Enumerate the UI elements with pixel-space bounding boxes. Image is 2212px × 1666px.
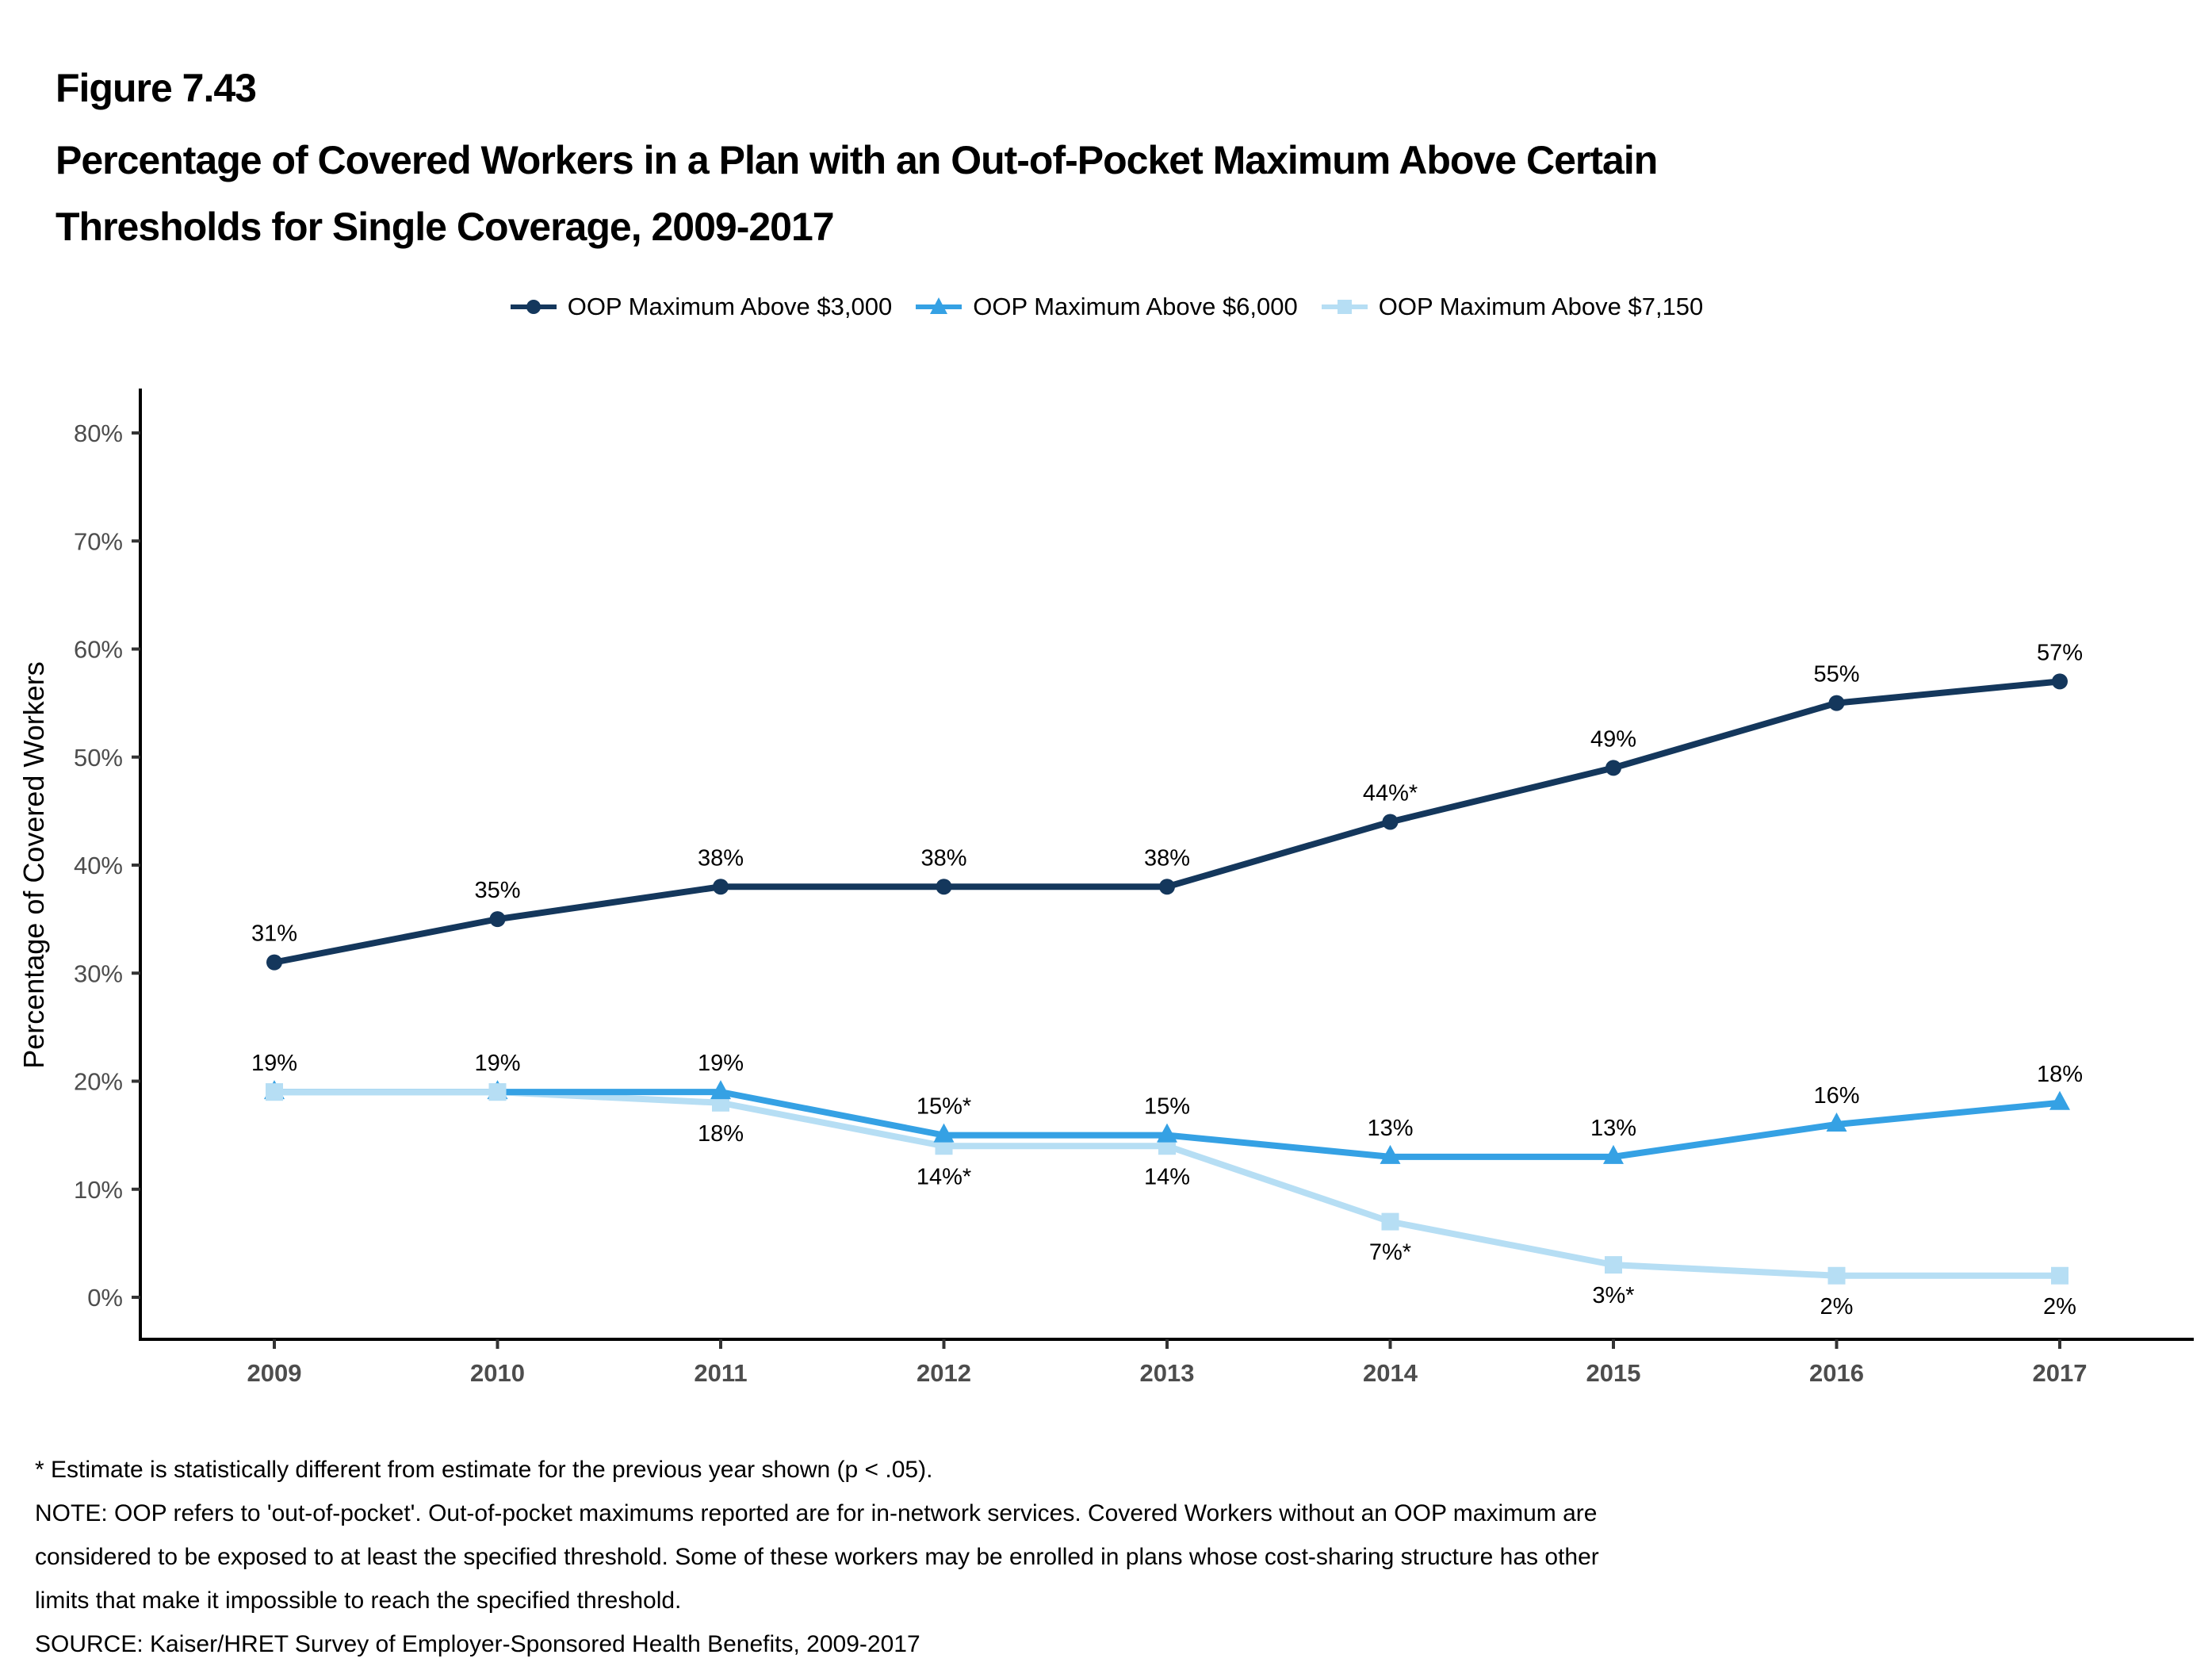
data-label: 15%* [917,1094,971,1120]
data-point [1605,1256,1622,1274]
data-label: 18% [698,1121,744,1147]
data-label: 14% [1144,1164,1190,1189]
data-label: 19% [474,1051,520,1076]
footnotes: * Estimate is statistically different fr… [35,1448,1599,1666]
legend-label: OOP Maximum Above $3,000 [567,293,893,320]
y-tick-label: 0% [87,1284,123,1312]
legend-item-6000[interactable]: OOP Maximum Above $6,000 [914,293,1298,321]
data-point [1826,1113,1847,1132]
data-label: 7%* [1369,1240,1411,1266]
data-point [1159,879,1175,895]
x-tick-label: 2010 [470,1359,525,1387]
data-labels-layer: 31% 35% 38% 38% 38% 44%* 49% 55% 57% 19% 19% 19% 15%… [251,640,2083,1319]
y-tick-label: 10% [74,1176,123,1204]
x-tick-label: 2011 [694,1359,747,1387]
legend-circle-icon [510,300,557,314]
title-line-2: Thresholds for Single Coverage, 2009-201… [55,205,835,249]
data-label: 13% [1590,1116,1636,1141]
footnote-note-3: limits that make it impossible to reach … [35,1587,682,1614]
data-point [1603,1144,1624,1164]
data-point [1381,1212,1399,1231]
legend-label: OOP Maximum Above $6,000 [973,293,1298,320]
data-label: 15% [1144,1094,1190,1120]
data-label: 44%* [1363,781,1418,806]
y-tick-label: 60% [74,636,123,664]
footnote-source: SOURCE: Kaiser/HRET Survey of Employer-S… [35,1631,920,1657]
data-point [713,879,729,895]
data-label: 18% [2037,1062,2083,1087]
data-point [1157,1123,1177,1143]
legend-item-3000[interactable]: OOP Maximum Above $3,000 [509,293,893,321]
footnote-significance: * Estimate is statistically different fr… [35,1457,933,1483]
x-tick-label: 2013 [1140,1359,1195,1387]
chart-title: Percentage of Covered Workers in a Plan … [55,127,2117,260]
data-point [1605,760,1621,776]
data-point [1380,1144,1401,1164]
data-point [1827,1266,1846,1285]
figure-number: Figure 7.43 [55,66,257,110]
data-point [710,1080,731,1100]
y-tick-label: 40% [74,852,123,879]
title-line-1: Percentage of Covered Workers in a Plan … [55,138,1658,182]
y-tick-label: 30% [74,959,123,987]
data-point [1828,695,1845,711]
x-tick-label: 2015 [1586,1359,1641,1387]
data-label: 35% [474,878,520,903]
data-point [2051,1266,2068,1285]
data-label: 55% [1813,662,1859,687]
legend-square-icon [1321,300,1368,314]
data-label: 31% [251,921,297,947]
y-tick-label: 70% [74,527,123,555]
data-label: 49% [1590,726,1636,752]
x-tick-label: 2017 [2033,1359,2088,1387]
data-point [489,911,506,928]
data-label: 14%* [917,1164,971,1189]
data-point [2049,1090,2070,1110]
data-label: 57% [2037,640,2083,665]
legend-triangle-icon [916,297,962,314]
legend-item-7150[interactable]: OOP Maximum Above $7,150 [1320,293,1704,321]
data-label: 19% [698,1051,744,1076]
legend: OOP Maximum Above $3,000 OOP Maximum Abo… [0,287,2212,327]
series-line-0 [274,678,2061,966]
y-tick-label: 80% [74,419,123,447]
series-layer [264,673,2070,1285]
x-tick-label: 2012 [917,1359,971,1387]
y-tick-label: 50% [74,744,123,772]
data-label: 13% [1367,1116,1413,1141]
y-tick-label: 20% [74,1068,123,1096]
footnote-note-1: NOTE: OOP refers to 'out-of-pocket'. Out… [35,1500,1598,1526]
data-point [1382,814,1399,830]
data-label: 38% [920,845,966,871]
legend-label: OOP Maximum Above $7,150 [1378,293,1704,320]
footnote-note-2: considered to be exposed to at least the… [35,1544,1599,1570]
x-tick-label: 2009 [247,1359,302,1387]
data-label: 3%* [1592,1283,1634,1308]
data-label: 16% [1813,1083,1859,1109]
data-point [936,879,952,895]
data-point [933,1123,955,1143]
data-label: 38% [1144,845,1190,871]
data-point [266,954,282,971]
axes: 0% 10% 20% 30% 40% 50% 60% 70% 80% Percentage of … [17,389,2194,1387]
data-label: 38% [698,845,744,871]
y-axis-title: Percentage of Covered Workers [17,661,50,1069]
data-label: 2% [1820,1294,1854,1319]
data-label: 2% [2043,1294,2076,1319]
data-point [2052,673,2068,690]
data-label: 19% [251,1051,297,1076]
x-tick-label: 2016 [1809,1359,1864,1387]
x-tick-label: 2014 [1363,1359,1418,1387]
